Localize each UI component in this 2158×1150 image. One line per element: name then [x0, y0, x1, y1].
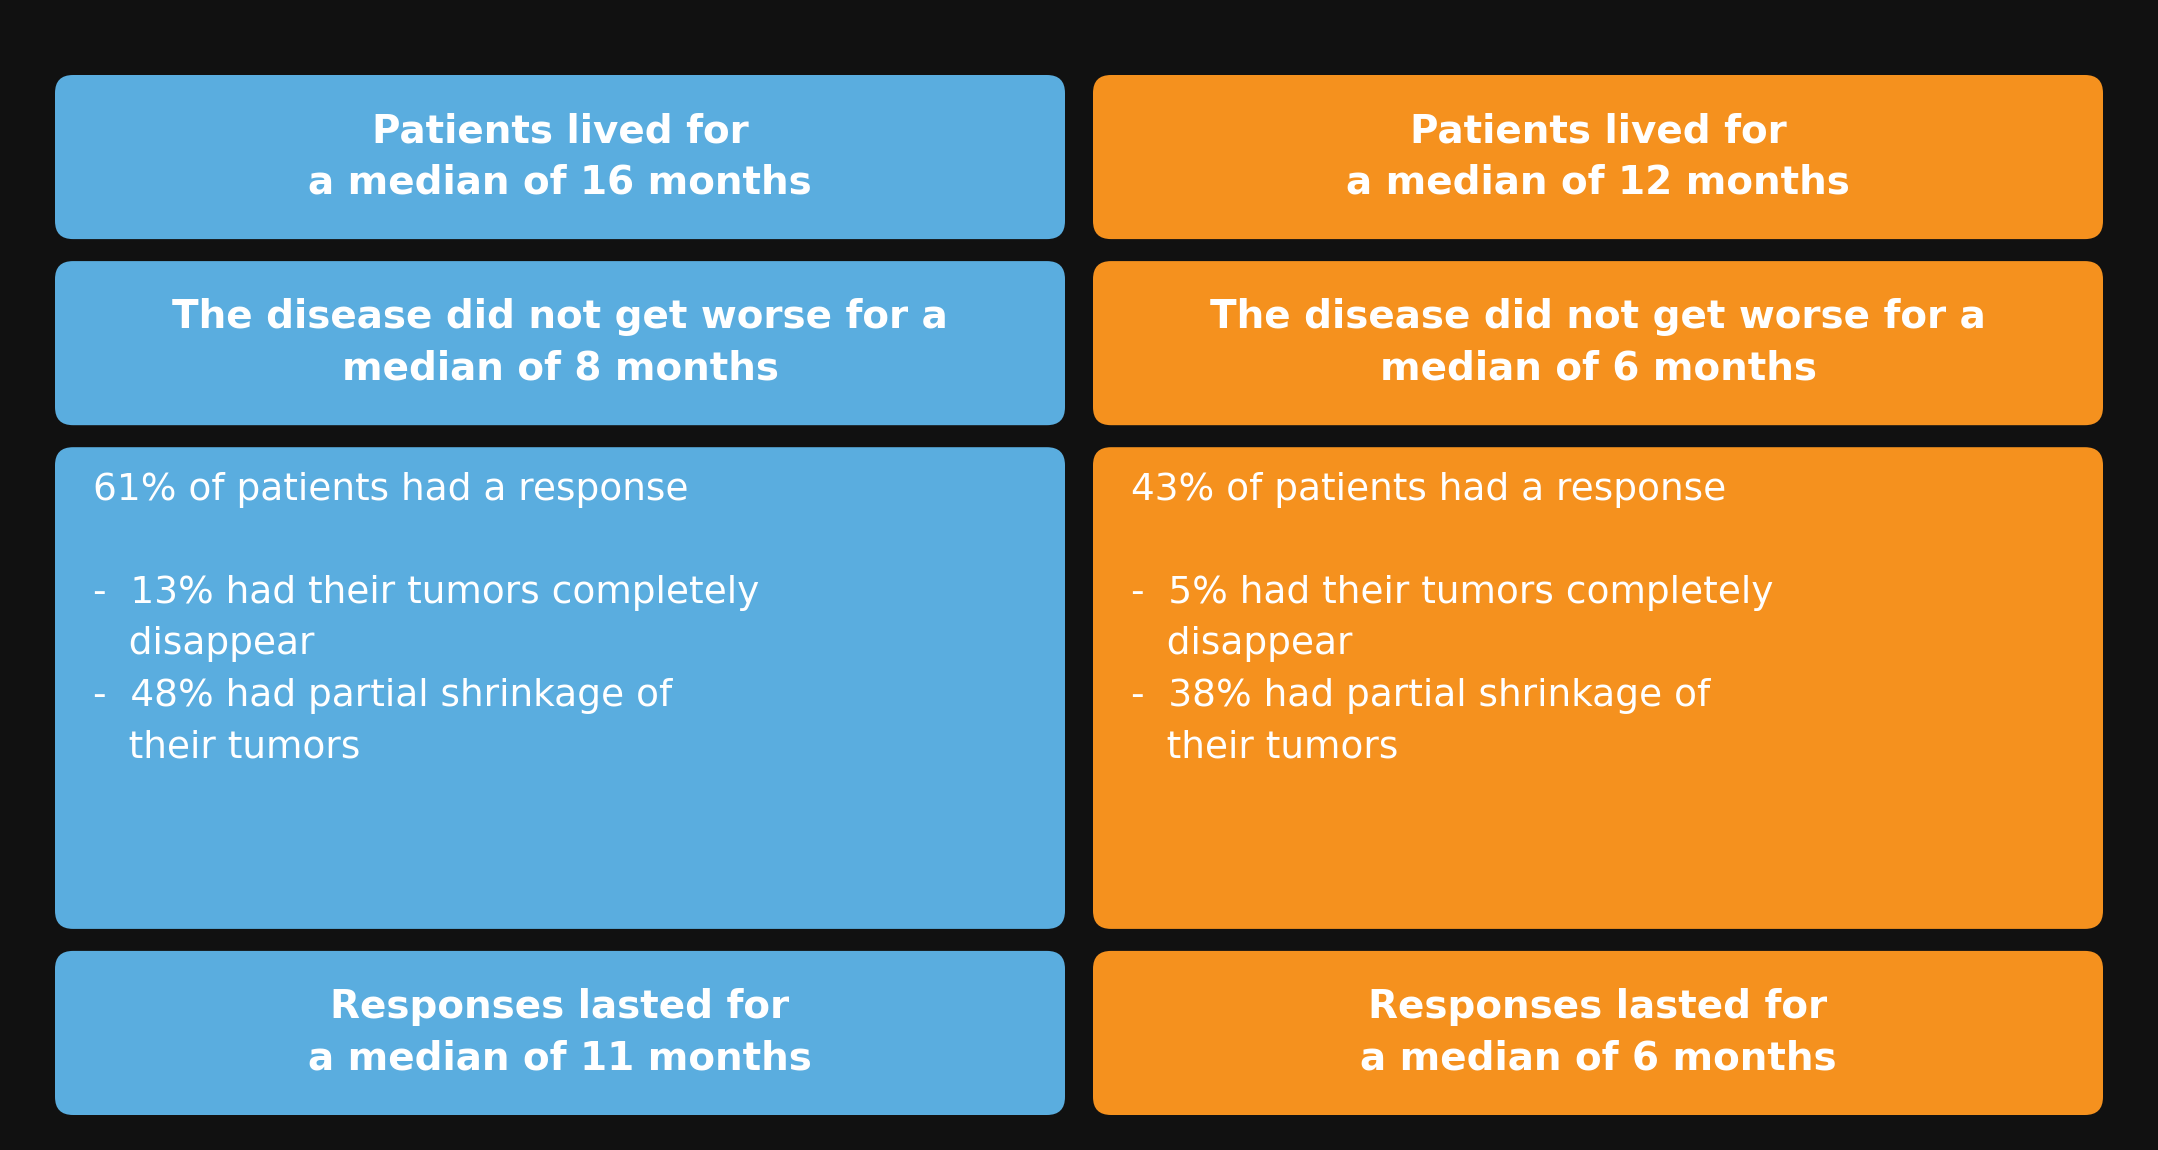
- FancyBboxPatch shape: [1092, 75, 2104, 239]
- Text: The disease did not get worse for a
median of 6 months: The disease did not get worse for a medi…: [1211, 298, 1985, 388]
- Text: Patients lived for
a median of 16 months: Patients lived for a median of 16 months: [309, 113, 811, 201]
- FancyBboxPatch shape: [1092, 261, 2104, 426]
- Text: 43% of patients had a response

-  5% had their tumors completely
   disappear
-: 43% of patients had a response - 5% had …: [1131, 473, 1774, 765]
- Text: Responses lasted for
a median of 6 months: Responses lasted for a median of 6 month…: [1360, 988, 1836, 1078]
- FancyBboxPatch shape: [1092, 447, 2104, 929]
- Text: The disease did not get worse for a
median of 8 months: The disease did not get worse for a medi…: [173, 298, 947, 388]
- Text: Responses lasted for
a median of 11 months: Responses lasted for a median of 11 mont…: [309, 988, 811, 1078]
- FancyBboxPatch shape: [54, 75, 1066, 239]
- Text: Patients lived for
a median of 12 months: Patients lived for a median of 12 months: [1347, 113, 1849, 201]
- FancyBboxPatch shape: [54, 447, 1066, 929]
- Text: 61% of patients had a response

-  13% had their tumors completely
   disappear
: 61% of patients had a response - 13% had…: [93, 473, 760, 765]
- FancyBboxPatch shape: [54, 261, 1066, 426]
- FancyBboxPatch shape: [54, 951, 1066, 1116]
- FancyBboxPatch shape: [1092, 951, 2104, 1116]
